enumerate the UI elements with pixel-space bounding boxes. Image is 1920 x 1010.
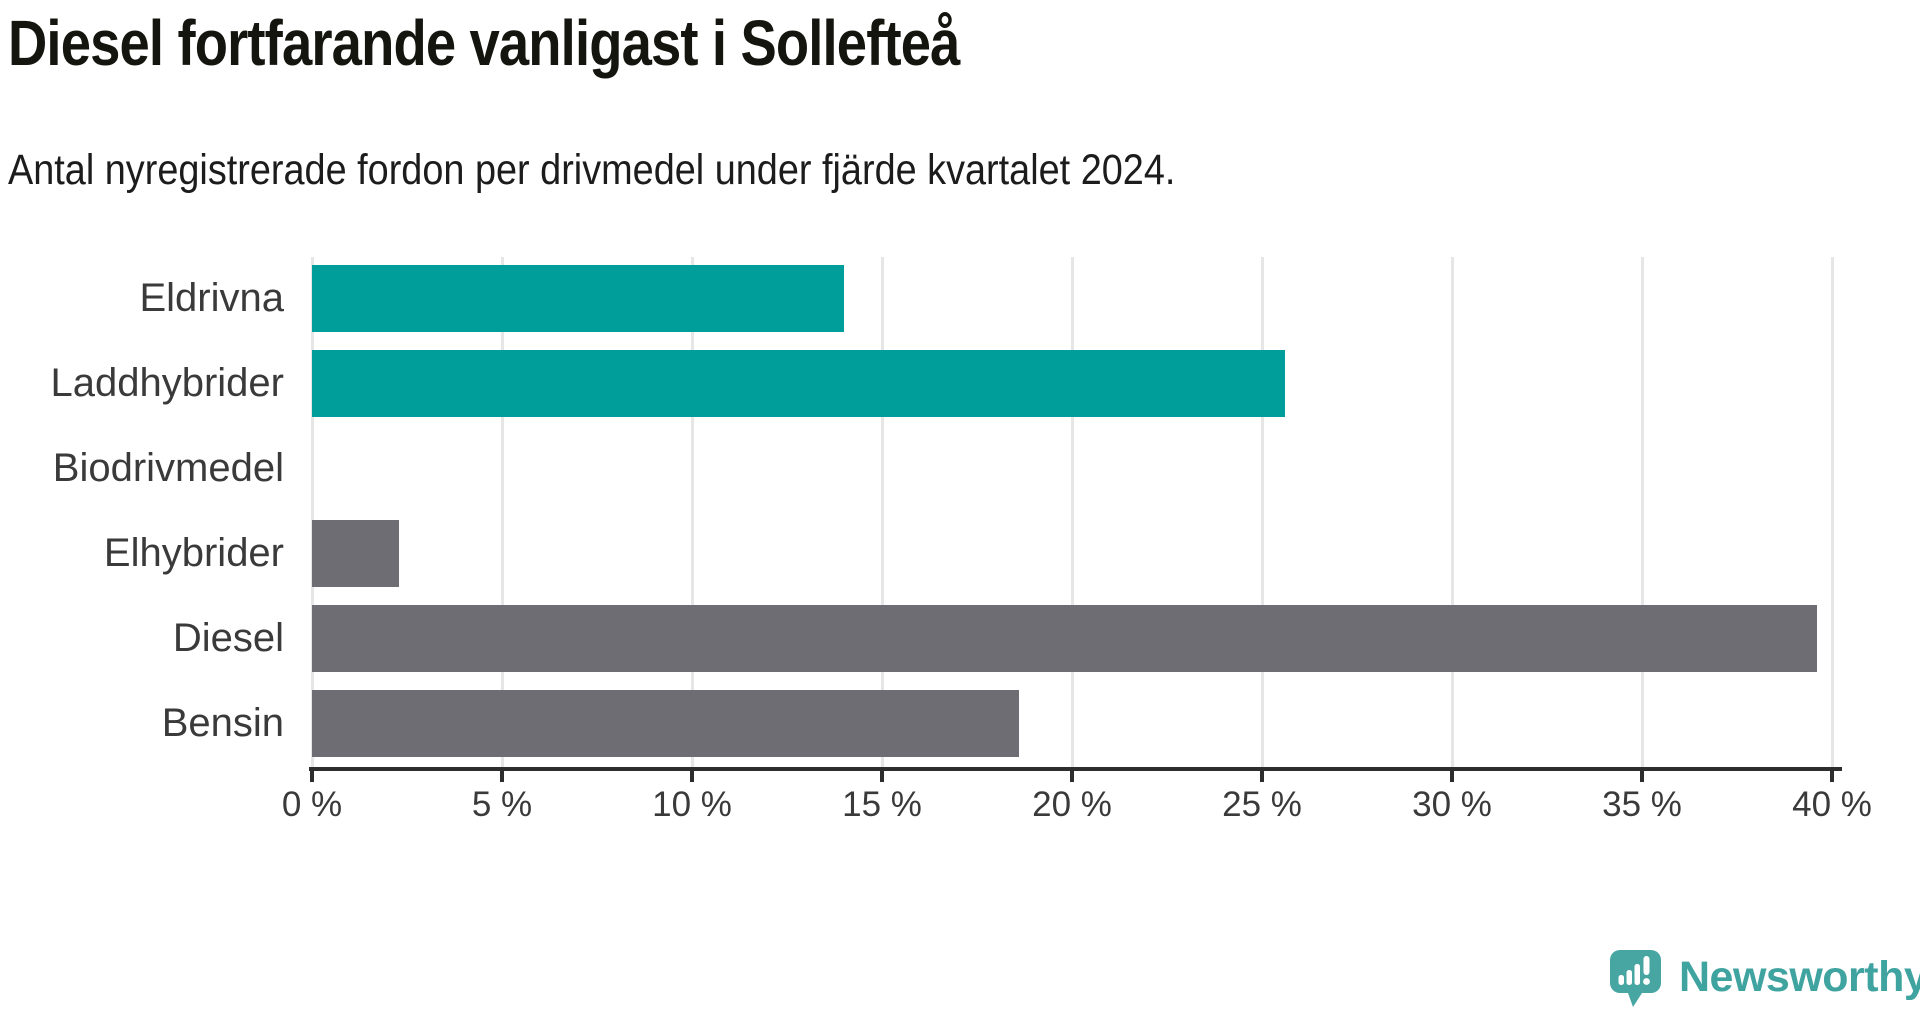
gridline — [1830, 257, 1834, 767]
newsworthy-logo-text: Newsworthy — [1679, 953, 1920, 1001]
x-axis-tick-label: 30 % — [1412, 785, 1492, 824]
gridline — [1450, 257, 1454, 767]
gridline — [1070, 257, 1074, 767]
x-axis-tick-label: 20 % — [1032, 785, 1112, 824]
gridline — [1640, 257, 1644, 767]
x-axis-tick — [1450, 771, 1454, 782]
gridline — [1260, 257, 1264, 767]
x-axis-tick — [880, 771, 884, 782]
category-label-bensin: Bensin — [161, 701, 284, 745]
x-axis-tick-label: 35 % — [1602, 785, 1682, 824]
y-axis-category-labels: Eldrivna Laddhybrider Biodrivmedel Elhybrid… — [0, 257, 285, 767]
x-axis-tick-label: 15 % — [842, 785, 922, 824]
category-label-diesel: Diesel — [172, 616, 284, 660]
category-label-laddhybrider: Laddhybrider — [50, 361, 285, 405]
gridline — [880, 257, 884, 767]
x-axis-tick — [1260, 771, 1264, 782]
x-axis-tick — [1640, 771, 1644, 782]
gridline — [690, 257, 694, 767]
newsworthy-logo: Newsworthy — [1610, 950, 1920, 1008]
chart-title: Diesel fortfarande vanligast i Sollefteå — [8, 7, 960, 79]
bar-bensin — [312, 690, 1019, 757]
x-axis-tick — [690, 771, 694, 782]
x-axis-tick-label: 40 % — [1792, 785, 1872, 824]
category-label-elhybrider: Elhybrider — [103, 531, 284, 575]
x-axis-line — [309, 767, 1842, 771]
bar-laddhybrider — [312, 350, 1285, 417]
x-axis-tick-label: 25 % — [1222, 785, 1302, 824]
x-axis-tick-label: 10 % — [652, 785, 732, 824]
gridline — [310, 257, 314, 767]
x-axis-tick-label: 5 % — [471, 785, 533, 824]
chart-subtitle: Antal nyregistrerade fordon per drivmede… — [8, 146, 1176, 194]
plot-area: 0 % 5 % 10 % 15 % 20 % 25 % 30 % 35 % 40 % — [282, 257, 1872, 824]
x-axis-tick — [500, 771, 504, 782]
x-axis-tick — [1830, 771, 1834, 782]
newsworthy-logo-icon — [1610, 950, 1661, 1007]
category-label-eldrivna: Eldrivna — [139, 276, 284, 320]
gridline — [500, 257, 504, 767]
x-axis-tick — [310, 771, 314, 782]
x-axis-tick — [1070, 771, 1074, 782]
bar-diesel — [312, 605, 1817, 672]
bar-elhybrider — [312, 520, 400, 587]
x-axis-tick-label: 0 % — [281, 785, 343, 824]
bar-eldrivna — [312, 265, 844, 332]
category-label-biodrivmedel: Biodrivmedel — [52, 446, 284, 490]
